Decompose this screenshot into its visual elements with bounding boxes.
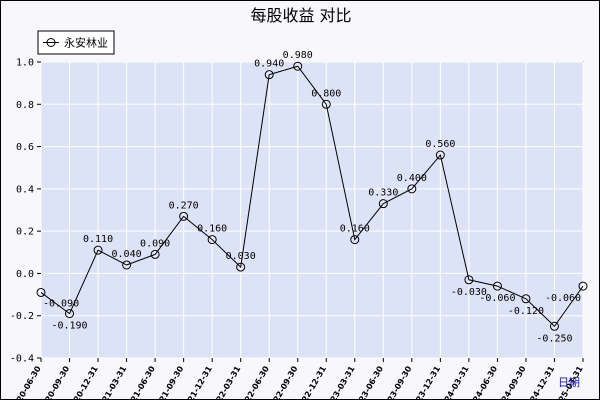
data-label: 0.110 bbox=[83, 234, 113, 245]
data-label: 0.800 bbox=[311, 88, 341, 99]
data-point bbox=[207, 235, 217, 245]
legend: 永安林业 bbox=[37, 30, 115, 55]
x-tick-label: 2022-12-31 bbox=[295, 364, 329, 399]
data-label: -0.060 bbox=[545, 293, 581, 304]
x-tick-label: 2021-12-31 bbox=[181, 364, 215, 399]
data-point bbox=[264, 70, 274, 80]
x-tick-label: 2021-06-30 bbox=[123, 364, 157, 399]
y-tick-label: 0.2 bbox=[16, 227, 34, 238]
y-tick-label: -0.4 bbox=[10, 354, 34, 365]
data-label: 0.090 bbox=[140, 238, 170, 249]
chart-title: 每股收益 对比 bbox=[250, 6, 351, 25]
data-point bbox=[236, 262, 246, 272]
x-tick-label: 2023-12-31 bbox=[409, 364, 443, 399]
x-tick-label: 2024-03-31 bbox=[437, 364, 471, 399]
data-label: 0.160 bbox=[340, 224, 370, 235]
series-line bbox=[40, 65, 584, 328]
data-point bbox=[179, 211, 189, 221]
x-tick-label: 2020-06-30 bbox=[9, 364, 43, 399]
data-point bbox=[293, 61, 303, 71]
data-label: -0.090 bbox=[43, 298, 79, 309]
data-point bbox=[350, 235, 360, 245]
data-point bbox=[464, 275, 474, 285]
x-tick-label: 2024-06-30 bbox=[466, 364, 500, 399]
x-tick-label: 2020-12-31 bbox=[66, 364, 100, 399]
data-label: 0.270 bbox=[169, 200, 199, 211]
plot-area bbox=[40, 61, 584, 359]
data-point bbox=[65, 309, 75, 319]
legend-marker-icon bbox=[46, 38, 56, 47]
data-label: -0.120 bbox=[508, 306, 544, 317]
x-tick-label: 2024-09-30 bbox=[494, 364, 528, 399]
data-label: -0.250 bbox=[536, 333, 572, 344]
x-tick-label: 2023-06-30 bbox=[352, 364, 386, 399]
y-tick-label: 0.0 bbox=[16, 269, 34, 280]
x-tick-label: 2021-03-31 bbox=[95, 364, 129, 399]
data-label: 0.040 bbox=[112, 249, 142, 260]
y-tick-label: -0.2 bbox=[10, 311, 34, 322]
data-label: 0.030 bbox=[226, 251, 256, 262]
data-label: -0.060 bbox=[479, 293, 515, 304]
data-label: -0.190 bbox=[51, 321, 87, 332]
x-tick-label: 2020-09-30 bbox=[38, 364, 72, 399]
data-point bbox=[321, 99, 331, 109]
data-label: 0.560 bbox=[425, 139, 455, 150]
data-point bbox=[150, 249, 160, 259]
data-point bbox=[378, 199, 388, 209]
data-point bbox=[549, 321, 559, 331]
data-point bbox=[122, 260, 132, 270]
data-label: -0.030 bbox=[451, 287, 487, 298]
legend-entry-label: 永安林业 bbox=[64, 36, 108, 50]
y-tick-label: 0.8 bbox=[16, 100, 34, 111]
data-point bbox=[93, 245, 103, 255]
y-tick-label: 0.6 bbox=[16, 142, 34, 153]
data-point bbox=[435, 150, 445, 160]
data-point bbox=[521, 294, 531, 304]
data-point bbox=[36, 287, 46, 297]
x-tick-label: 2022-06-30 bbox=[238, 364, 272, 399]
x-tick-label: 2023-03-31 bbox=[323, 364, 357, 399]
data-point bbox=[407, 184, 417, 194]
x-tick-label: 2022-09-30 bbox=[266, 364, 300, 399]
data-point bbox=[578, 281, 588, 291]
x-tick-label: 2022-03-31 bbox=[209, 364, 243, 399]
data-label: 0.940 bbox=[254, 59, 284, 70]
x-tick-label: 2024-12-31 bbox=[523, 364, 557, 399]
data-label: 0.330 bbox=[368, 188, 398, 199]
y-tick-label: 0.4 bbox=[16, 184, 34, 195]
y-tick-label: 1.0 bbox=[16, 58, 34, 69]
data-label: 0.160 bbox=[197, 224, 227, 235]
data-point bbox=[492, 281, 502, 291]
x-axis-label: 日期 bbox=[558, 376, 580, 389]
x-tick-label: 2023-09-30 bbox=[380, 364, 414, 399]
data-label: 0.400 bbox=[397, 173, 427, 184]
legend-box bbox=[37, 30, 115, 55]
x-tick-label: 2021-09-30 bbox=[152, 364, 186, 399]
data-label: 0.980 bbox=[283, 50, 313, 61]
